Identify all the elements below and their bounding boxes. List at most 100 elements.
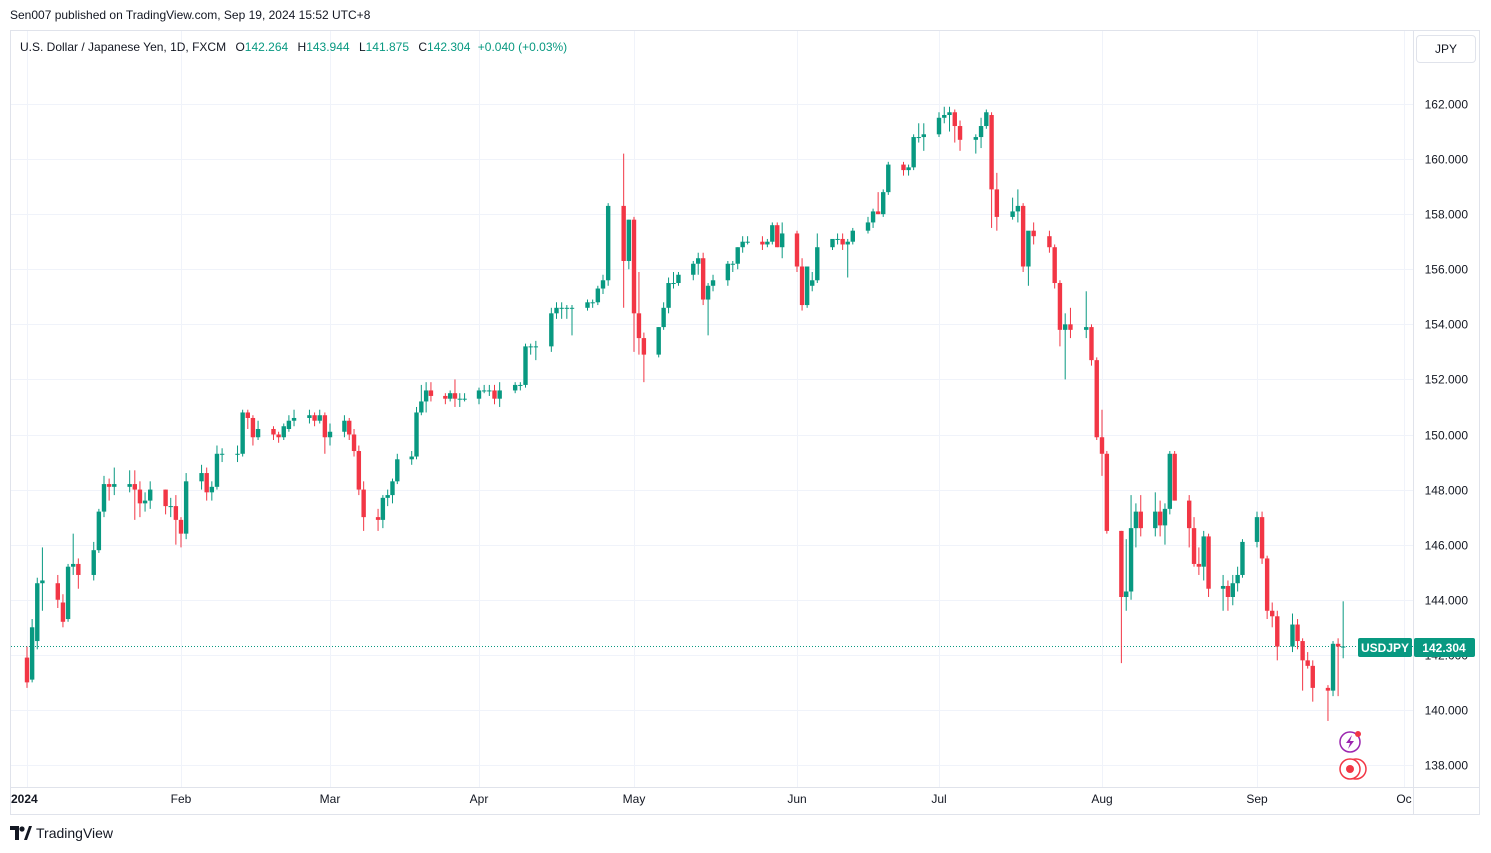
candle[interactable] bbox=[137, 481, 143, 518]
candle[interactable] bbox=[132, 470, 137, 520]
candle[interactable] bbox=[1225, 580, 1231, 611]
candle[interactable] bbox=[1325, 685, 1331, 721]
candle[interactable] bbox=[957, 120, 963, 151]
candle[interactable] bbox=[447, 390, 453, 402]
candle[interactable] bbox=[351, 428, 357, 457]
candle[interactable] bbox=[71, 533, 76, 575]
candle[interactable] bbox=[168, 497, 173, 518]
candle[interactable] bbox=[1162, 503, 1168, 545]
candle[interactable] bbox=[671, 272, 676, 289]
candle[interactable] bbox=[291, 409, 297, 427]
candle[interactable] bbox=[1196, 547, 1202, 575]
candle[interactable] bbox=[626, 219, 632, 270]
candle[interactable] bbox=[1157, 500, 1163, 537]
candle[interactable] bbox=[204, 467, 209, 501]
candle[interactable] bbox=[1172, 451, 1177, 501]
candle[interactable] bbox=[901, 161, 906, 176]
candle[interactable] bbox=[523, 343, 528, 388]
candle[interactable] bbox=[428, 382, 434, 402]
candle[interactable] bbox=[631, 216, 637, 352]
candle[interactable] bbox=[91, 541, 96, 581]
candle[interactable] bbox=[271, 426, 276, 441]
candle[interactable] bbox=[911, 134, 916, 171]
candle[interactable] bbox=[512, 382, 518, 394]
candle[interactable] bbox=[307, 409, 312, 424]
candle[interactable] bbox=[209, 481, 215, 501]
candle[interactable] bbox=[947, 106, 952, 132]
candle[interactable] bbox=[765, 238, 770, 248]
candle[interactable] bbox=[1270, 602, 1275, 628]
candle[interactable] bbox=[106, 478, 112, 501]
candle[interactable] bbox=[564, 305, 570, 319]
candle[interactable] bbox=[281, 423, 286, 441]
lightning-event-icon[interactable] bbox=[1339, 731, 1361, 753]
candle[interactable] bbox=[1128, 495, 1134, 600]
candle[interactable] bbox=[1240, 539, 1245, 578]
candle[interactable] bbox=[219, 448, 225, 463]
candle[interactable] bbox=[840, 233, 845, 250]
candle[interactable] bbox=[590, 299, 595, 308]
candle[interactable] bbox=[1104, 451, 1110, 534]
candle[interactable] bbox=[1295, 619, 1300, 650]
candle[interactable] bbox=[414, 406, 419, 460]
candle[interactable] bbox=[142, 492, 148, 512]
candle[interactable] bbox=[385, 489, 390, 507]
candle[interactable] bbox=[452, 379, 458, 407]
candle[interactable] bbox=[497, 382, 502, 407]
candle[interactable] bbox=[1201, 530, 1206, 581]
candle[interactable] bbox=[1290, 613, 1295, 653]
candle[interactable] bbox=[1335, 638, 1341, 697]
candle[interactable] bbox=[595, 285, 601, 306]
candle[interactable] bbox=[921, 123, 926, 151]
candle[interactable] bbox=[286, 415, 292, 432]
candle[interactable] bbox=[978, 117, 984, 149]
candle[interactable] bbox=[1305, 652, 1310, 669]
candle[interactable] bbox=[740, 236, 745, 253]
tradingview-logo[interactable]: TradingView bbox=[10, 825, 113, 841]
candle[interactable] bbox=[395, 453, 400, 485]
candle[interactable] bbox=[656, 327, 661, 358]
candle[interactable] bbox=[380, 495, 386, 529]
candle[interactable] bbox=[250, 415, 256, 446]
candle[interactable] bbox=[770, 222, 775, 245]
candle[interactable] bbox=[322, 412, 328, 454]
candle[interactable] bbox=[881, 189, 886, 217]
candle[interactable] bbox=[255, 420, 261, 441]
candle[interactable] bbox=[845, 238, 850, 278]
candle[interactable] bbox=[24, 646, 30, 688]
candle[interactable] bbox=[1031, 222, 1036, 245]
candle[interactable] bbox=[676, 272, 681, 286]
candle[interactable] bbox=[347, 417, 352, 441]
candle[interactable] bbox=[775, 222, 780, 248]
candle[interactable] bbox=[621, 153, 626, 308]
candle[interactable] bbox=[457, 393, 462, 407]
candle[interactable] bbox=[1264, 555, 1270, 620]
candle[interactable] bbox=[725, 260, 731, 286]
candle[interactable] bbox=[342, 415, 347, 438]
candle[interactable] bbox=[35, 577, 40, 650]
candle[interactable] bbox=[178, 517, 184, 548]
candle[interactable] bbox=[476, 387, 482, 405]
candle[interactable] bbox=[1186, 495, 1192, 548]
candle[interactable] bbox=[528, 343, 533, 355]
candle[interactable] bbox=[1094, 357, 1099, 441]
candle[interactable] bbox=[235, 445, 240, 463]
candle[interactable] bbox=[60, 594, 66, 628]
candle[interactable] bbox=[29, 619, 35, 683]
candle[interactable] bbox=[317, 409, 322, 424]
candle[interactable] bbox=[390, 478, 395, 504]
candle[interactable] bbox=[419, 384, 424, 416]
candle[interactable] bbox=[916, 123, 921, 143]
candle[interactable] bbox=[636, 272, 642, 355]
candle[interactable] bbox=[173, 495, 179, 545]
candle[interactable] bbox=[661, 302, 666, 330]
candle[interactable] bbox=[1020, 203, 1026, 273]
candle[interactable] bbox=[487, 384, 492, 396]
candle[interactable] bbox=[1062, 313, 1068, 380]
candle[interactable] bbox=[1310, 660, 1315, 702]
candle[interactable] bbox=[779, 222, 785, 259]
record-event-icon[interactable] bbox=[1339, 758, 1367, 780]
candle[interactable] bbox=[214, 445, 220, 490]
candle[interactable] bbox=[585, 299, 590, 311]
candle[interactable] bbox=[245, 409, 250, 429]
